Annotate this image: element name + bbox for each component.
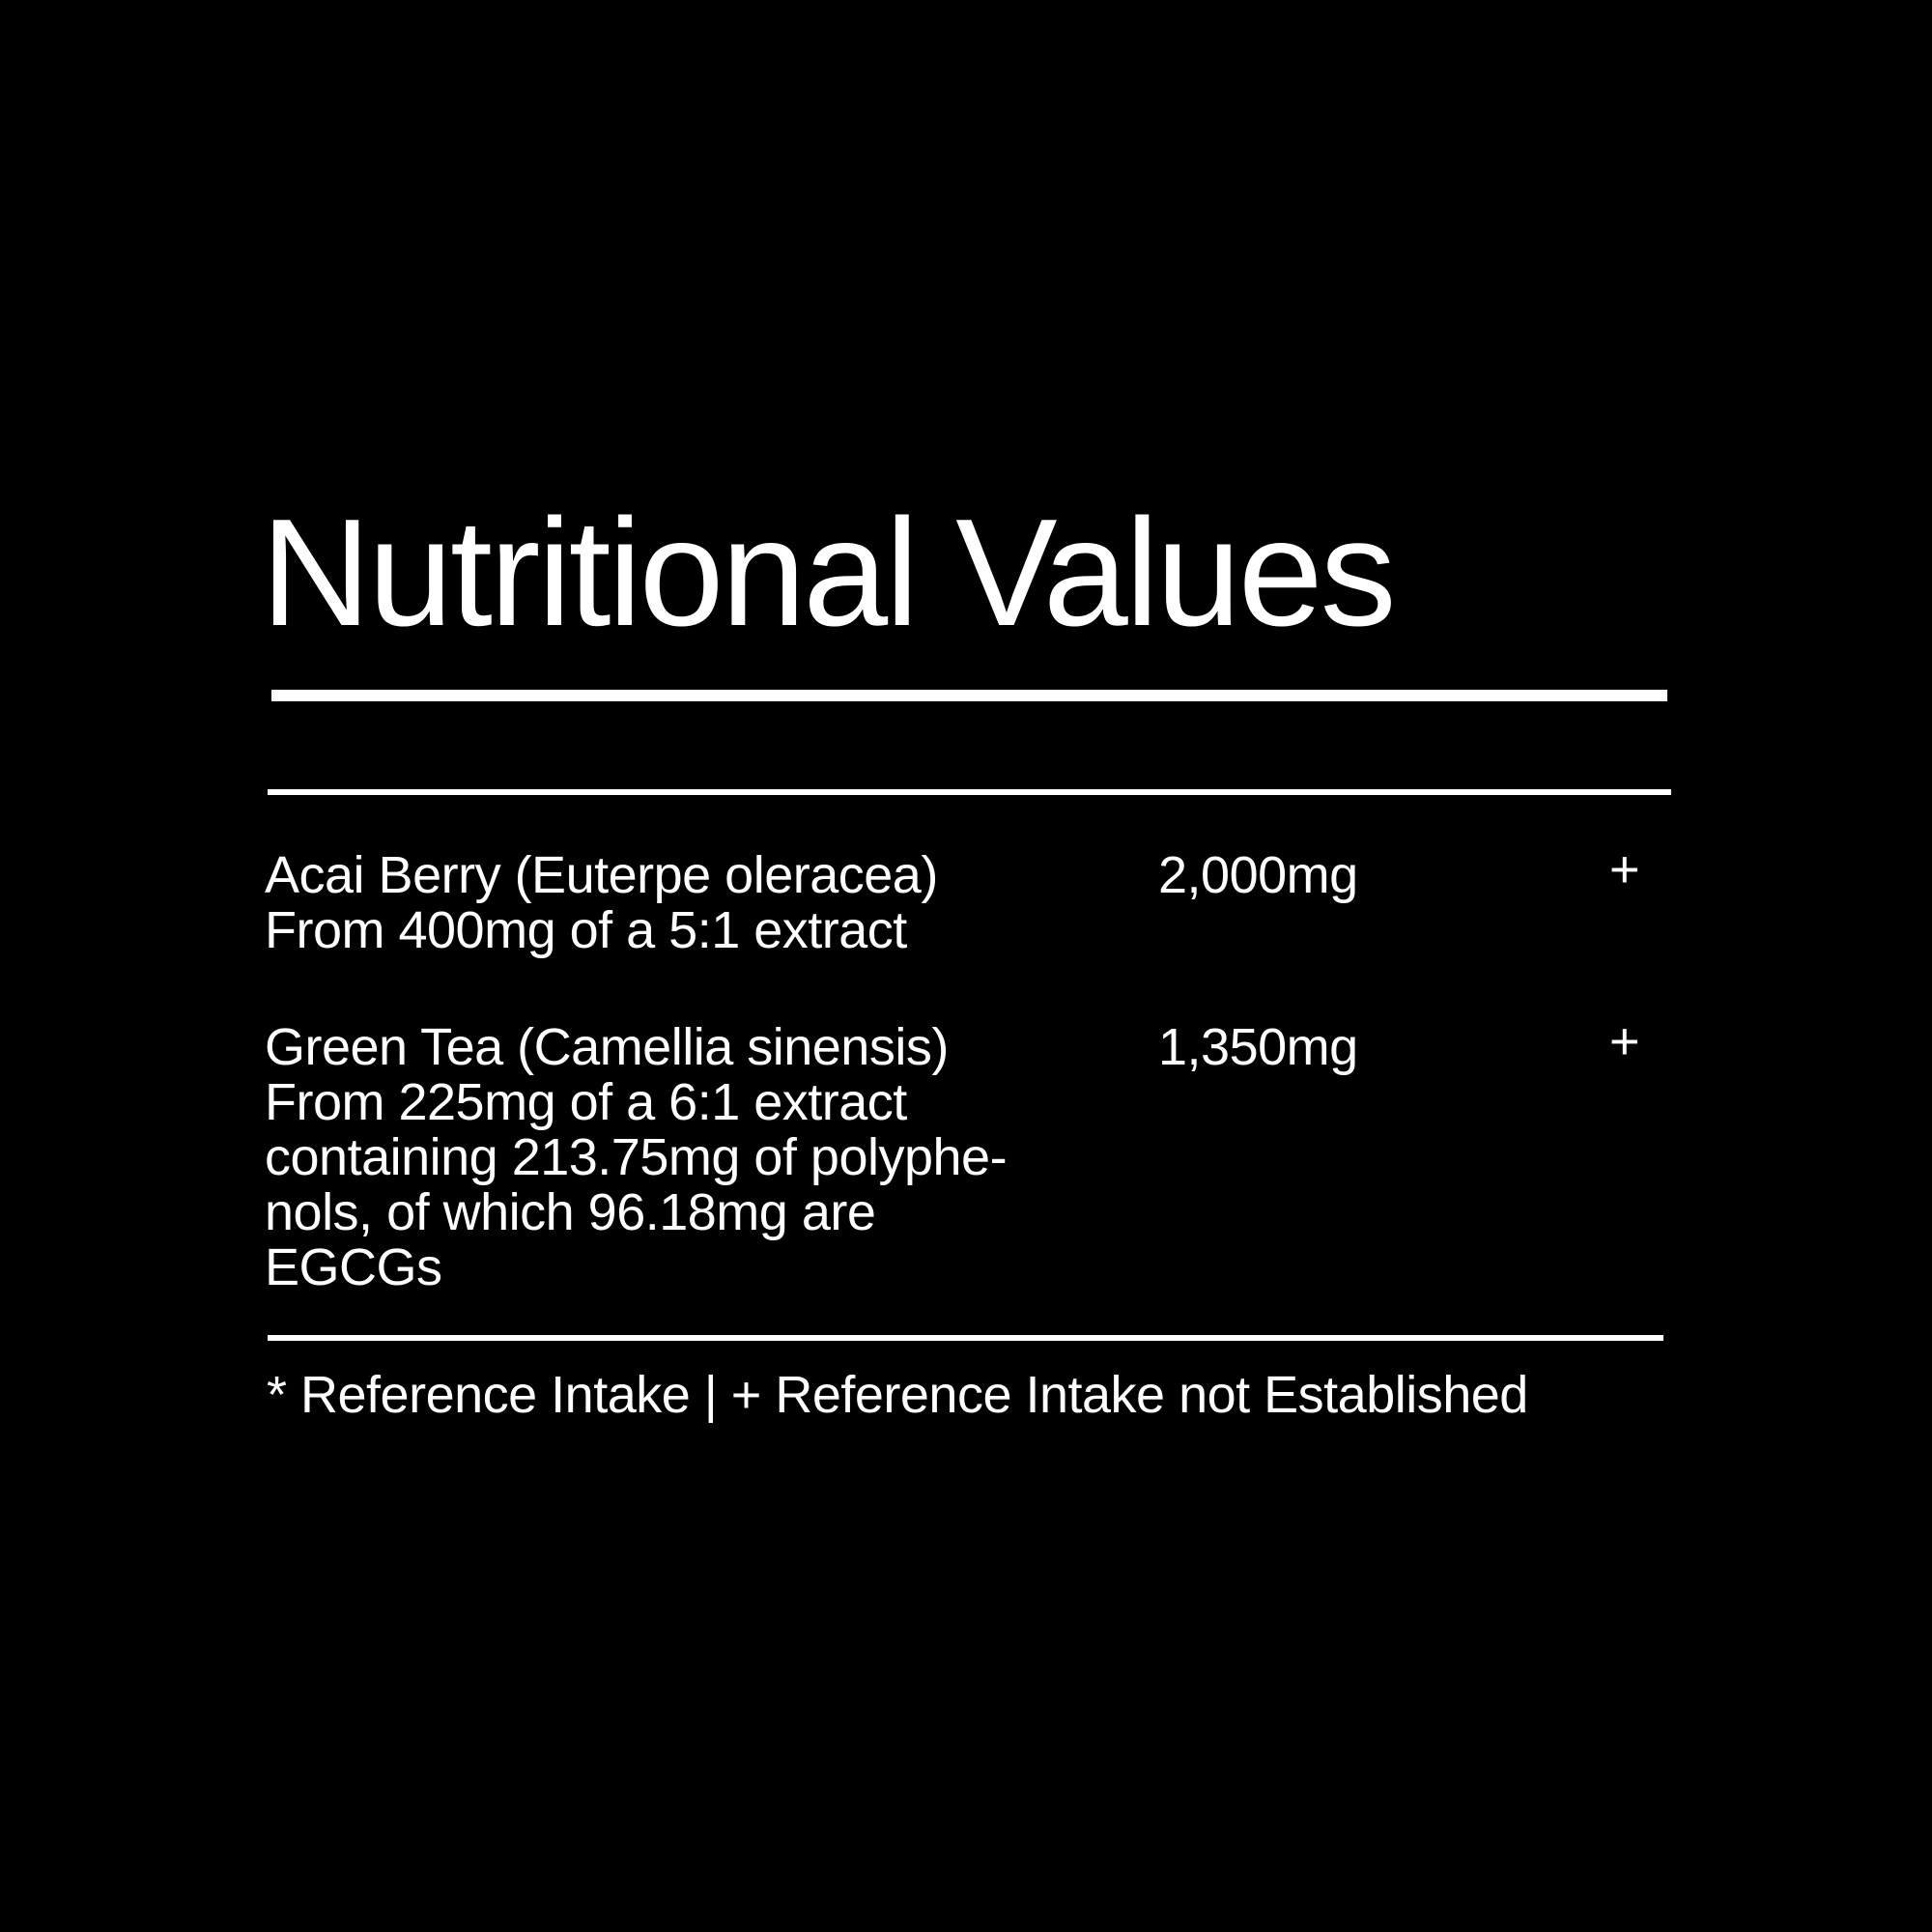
reference-intake-mark: + bbox=[1609, 1012, 1640, 1070]
amount-cell: 2,000mg bbox=[1158, 846, 1358, 904]
table-row: Acai Berry (Euterpe oleracea) From 400mg… bbox=[265, 842, 1675, 964]
ingredient-cell: Acai Berry (Euterpe oleracea) From 400mg… bbox=[265, 848, 1095, 958]
amount-cell: 1,350mg bbox=[1158, 1018, 1358, 1076]
ingredient-cell: Green Tea (Camellia sinensis) From 225mg… bbox=[265, 1020, 1095, 1295]
ingredient-detail: From 225mg of a 6:1 extract containing 2… bbox=[265, 1073, 1008, 1296]
page-title: Nutritional Values bbox=[261, 488, 1397, 658]
table-top-divider bbox=[268, 789, 1671, 795]
ingredient-detail: From 400mg of a 5:1 extract bbox=[265, 901, 907, 959]
reference-intake-mark: + bbox=[1609, 840, 1640, 898]
title-divider bbox=[271, 690, 1667, 701]
table-row: Green Tea (Camellia sinensis) From 225mg… bbox=[265, 1014, 1675, 1310]
ingredient-name: Green Tea (Camellia sinensis) bbox=[265, 1018, 949, 1076]
ingredient-name: Acai Berry (Euterpe oleracea) bbox=[265, 846, 938, 904]
footnote: * Reference Intake | + Reference Intake … bbox=[267, 1366, 1528, 1424]
table-bottom-divider bbox=[268, 1335, 1663, 1341]
